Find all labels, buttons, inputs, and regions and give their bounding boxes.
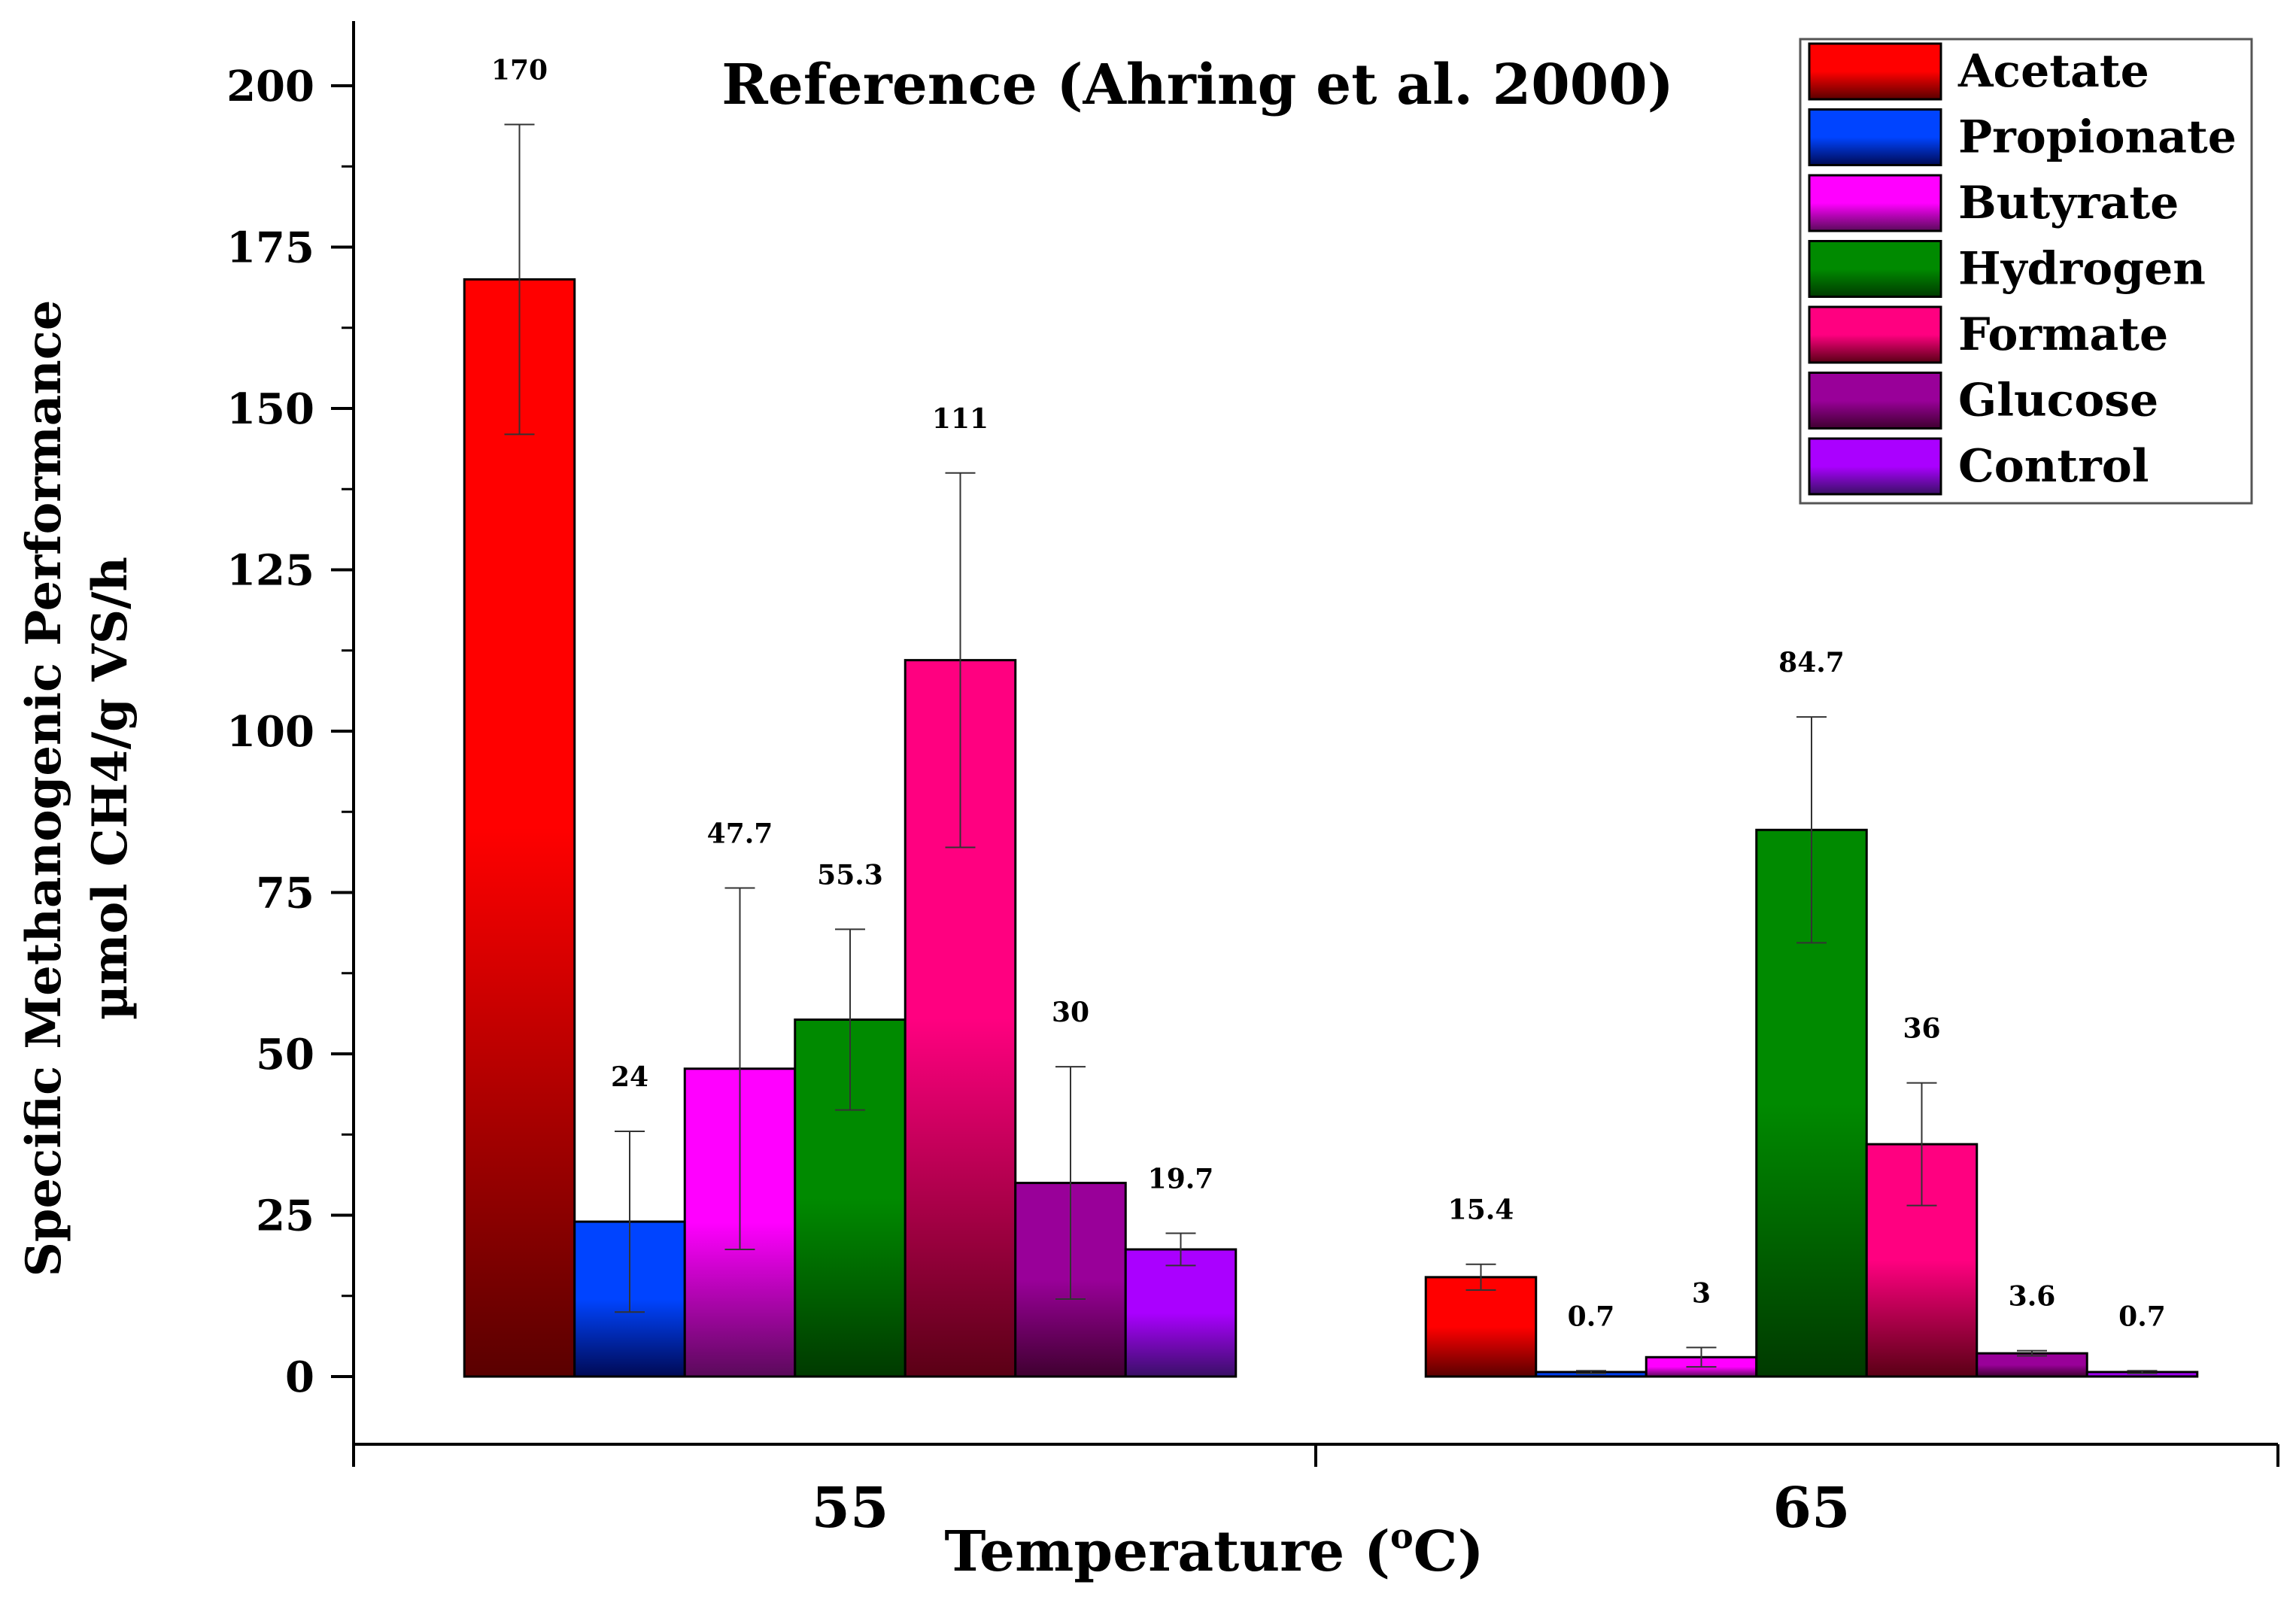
bar-glucose-65	[1976, 1352, 2088, 1378]
x-axis-label: Temperature (oC)	[944, 1516, 1484, 1584]
y-tick-label: 175	[226, 223, 314, 273]
legend-swatch-butyrate	[1808, 174, 1942, 232]
y-axis-ticks: 0 25 50 75 100 125 150 175 200	[226, 62, 354, 1402]
x-axis-label-end: C)	[1414, 1519, 1484, 1584]
y-tick-label: 125	[226, 546, 314, 596]
value-label-control-55: 19.7	[1148, 1164, 1214, 1195]
y-axis-label: Specific Methanogenic Performance µmol C…	[16, 300, 138, 1277]
value-label-glucose-65: 3.6	[2009, 1281, 2056, 1313]
y-tick-label: 100	[226, 707, 314, 757]
y-tick-label: 200	[226, 62, 314, 111]
bar-acetate-65	[1424, 1276, 1538, 1378]
value-label-formate-55: 111	[932, 403, 989, 435]
x-tick-label: 65	[1773, 1476, 1851, 1541]
y-axis-label-line2: µmol CH4/g VS/h	[82, 557, 138, 1020]
legend-swatch-glucose	[1808, 372, 1942, 430]
legend-label-acetate: Acetate	[1957, 45, 2149, 98]
chart-title: Reference (Ahring et al. 2000)	[721, 53, 1673, 117]
y-tick-label: 75	[256, 869, 314, 918]
legend-label-control: Control	[1958, 440, 2149, 493]
bar-control-55	[1124, 1248, 1238, 1378]
error-bars	[504, 123, 2158, 1374]
value-label-glucose-55: 30	[1052, 997, 1089, 1028]
value-label-hydrogen-65: 84.7	[1778, 647, 1845, 678]
y-tick-label: 50	[256, 1030, 314, 1079]
legend-label-glucose: Glucose	[1958, 375, 2158, 427]
legend-label-formate: Formate	[1958, 308, 2168, 361]
legend: Acetate Propionate Butyrate Hydrogen Formate…	[1799, 38, 2253, 505]
value-label-hydrogen-55: 55.3	[817, 859, 883, 891]
value-labels: 170 24 47.7 55.3 111 30 19.7 15.4 0.7 3 84.7 36 3.6 0…	[491, 54, 2166, 1332]
legend-label-propionate: Propionate	[1958, 111, 2237, 164]
value-label-control-65: 0.7	[2118, 1301, 2166, 1332]
y-tick-label: 150	[226, 384, 314, 434]
value-label-acetate-65: 15.4	[1448, 1195, 1514, 1226]
y-tick-label: 25	[256, 1192, 314, 1241]
value-label-propionate-55: 24	[611, 1061, 648, 1093]
value-label-butyrate-65: 3	[1692, 1277, 1711, 1309]
value-label-acetate-55: 170	[491, 54, 548, 86]
legend-swatch-hydrogen	[1808, 240, 1942, 298]
legend-swatch-control	[1808, 437, 1942, 496]
value-label-butyrate-55: 47.7	[707, 818, 773, 849]
legend-swatch-formate	[1808, 305, 1942, 364]
x-tick-label: 55	[812, 1476, 889, 1541]
x-axis-ticks: 55 65	[352, 1444, 2279, 1541]
legend-label-hydrogen: Hydrogen	[1958, 243, 2206, 296]
legend-swatch-propionate	[1808, 108, 1942, 166]
value-label-formate-65: 36	[1903, 1013, 1940, 1045]
value-label-propionate-65: 0.7	[1568, 1301, 1615, 1332]
y-tick-label: 0	[285, 1352, 314, 1402]
legend-label-butyrate: Butyrate	[1958, 177, 2179, 229]
legend-swatch-acetate	[1808, 42, 1942, 101]
y-axis-label-line1: Specific Methanogenic Performance	[16, 300, 72, 1277]
x-axis-label-degree: o	[1390, 1516, 1414, 1556]
x-axis-label-main: Temperature (	[944, 1519, 1390, 1584]
bar-acetate-55	[463, 278, 576, 1378]
